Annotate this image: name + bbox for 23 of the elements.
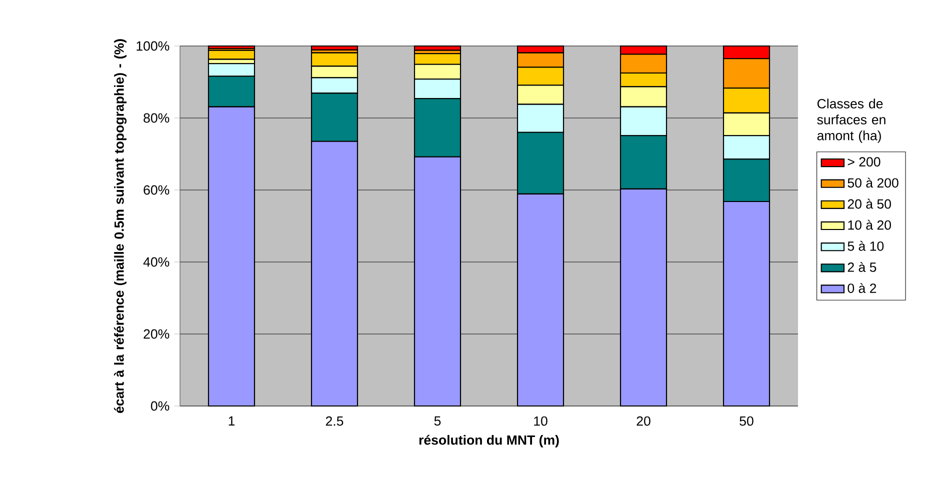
x-axis-title: résolution du MNT (m) bbox=[419, 434, 559, 448]
x-tick-label: 1 bbox=[228, 416, 235, 426]
legend-label: 10 à 20 bbox=[848, 220, 891, 230]
y-tick-label: 60% bbox=[144, 185, 170, 195]
legend-label: 20 à 50 bbox=[848, 198, 891, 209]
y-tick-label: 20% bbox=[144, 329, 170, 339]
legend-label: 50 à 200 bbox=[848, 178, 898, 188]
y-tick-label: 0% bbox=[150, 401, 170, 411]
legend-label: 2 à 5 bbox=[848, 262, 876, 272]
x-tick-label: 10 bbox=[534, 416, 548, 426]
y-tick-label: 80% bbox=[144, 113, 170, 123]
legend-label: > 200 bbox=[848, 157, 880, 167]
x-tick-label: 20 bbox=[636, 416, 650, 426]
legend-label: 5 à 10 bbox=[848, 240, 884, 251]
x-tick-label: 2.5 bbox=[326, 416, 344, 426]
legend-label: 0 à 2 bbox=[848, 283, 876, 293]
bar bbox=[208, 50, 256, 60]
y-tick-label: 100% bbox=[136, 41, 170, 51]
x-tick-label: 5 bbox=[434, 416, 441, 426]
y-axis-title: écart à la référence (maille 0.5m suivant topographie) - (%) bbox=[114, 39, 127, 413]
legend-title: Classes de surfaces en amont (ha) bbox=[817, 98, 886, 143]
x-tick-label: 50 bbox=[740, 416, 754, 426]
y-tick-label: 40% bbox=[143, 257, 170, 267]
